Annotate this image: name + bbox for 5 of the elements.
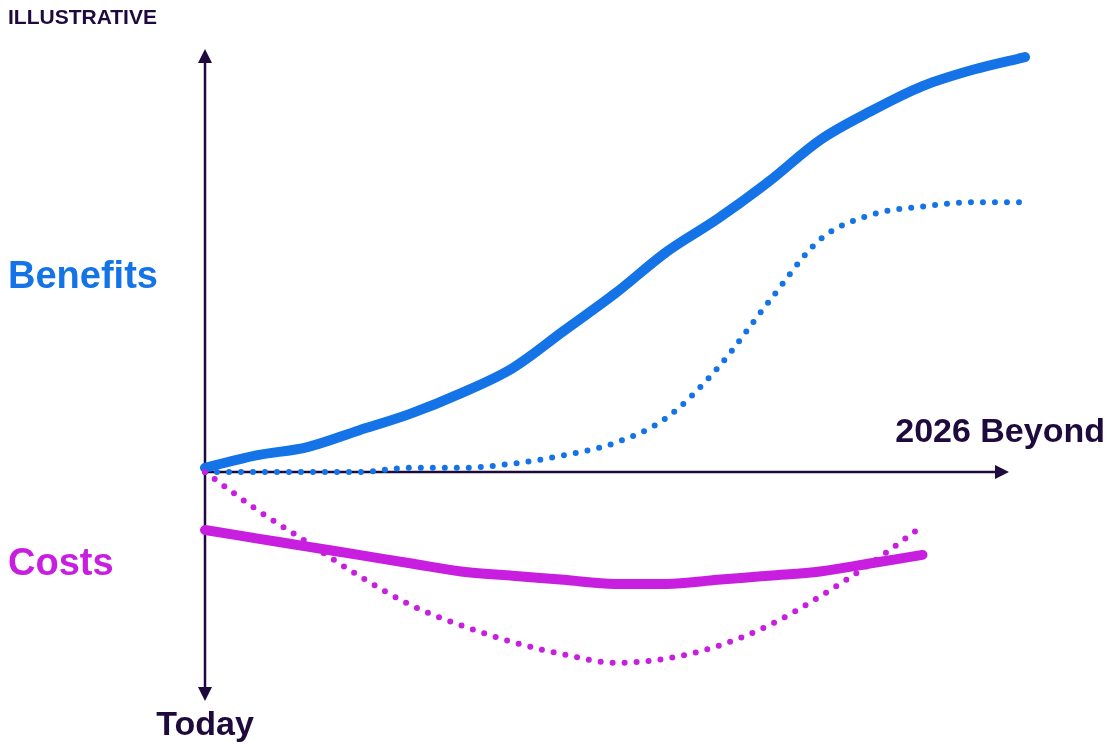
chart-title: ILLUSTRATIVE [8,5,157,29]
x-axis-title: 2026 Beyond [895,410,1105,449]
text: Benefits [8,253,158,296]
text: Today [156,704,254,743]
text: Costs [8,541,114,584]
